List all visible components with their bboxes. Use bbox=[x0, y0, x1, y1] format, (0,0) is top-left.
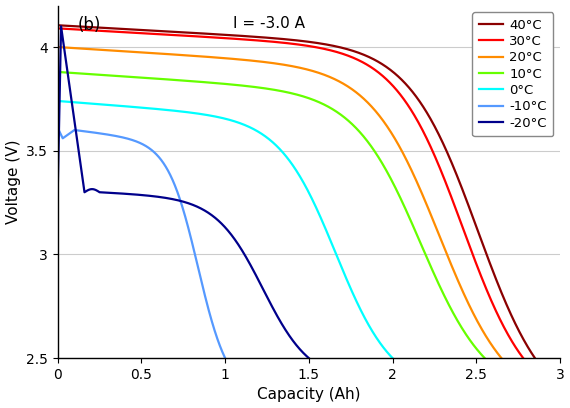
20°C bbox=[437, 234, 443, 239]
0°C bbox=[54, 98, 61, 103]
-20°C bbox=[54, 190, 61, 195]
30°C bbox=[408, 107, 414, 112]
0°C bbox=[258, 131, 264, 136]
10°C bbox=[80, 71, 87, 76]
-10°C bbox=[108, 133, 115, 138]
Text: I = -3.0 A: I = -3.0 A bbox=[233, 16, 305, 31]
Line: -10°C: -10°C bbox=[58, 128, 225, 358]
-10°C bbox=[204, 302, 211, 307]
-20°C bbox=[303, 354, 310, 359]
30°C bbox=[520, 356, 527, 361]
X-axis label: Capacity (Ah): Capacity (Ah) bbox=[257, 388, 361, 402]
-10°C bbox=[154, 153, 161, 158]
Line: 0°C: 0°C bbox=[58, 101, 393, 358]
-20°C bbox=[272, 311, 279, 316]
20°C bbox=[391, 135, 398, 140]
10°C bbox=[378, 160, 385, 165]
30°C bbox=[455, 214, 462, 219]
-20°C bbox=[306, 356, 312, 361]
-20°C bbox=[245, 258, 251, 263]
20°C bbox=[82, 47, 88, 51]
Line: 30°C: 30°C bbox=[58, 29, 523, 358]
10°C bbox=[326, 105, 333, 110]
40°C bbox=[54, 23, 61, 28]
0°C bbox=[389, 356, 396, 361]
30°C bbox=[351, 56, 358, 61]
-10°C bbox=[54, 126, 61, 131]
40°C bbox=[344, 47, 351, 52]
0°C bbox=[249, 126, 255, 131]
40°C bbox=[532, 356, 539, 361]
-20°C bbox=[163, 195, 170, 200]
0°C bbox=[268, 138, 275, 143]
Line: -20°C: -20°C bbox=[58, 26, 309, 358]
30°C bbox=[325, 47, 332, 52]
Legend: 40°C, 30°C, 20°C, 10°C, 0°C, -10°C, -20°C: 40°C, 30°C, 20°C, 10°C, 0°C, -10°C, -20°… bbox=[473, 12, 553, 136]
40°C bbox=[331, 44, 338, 49]
-10°C bbox=[222, 356, 229, 361]
10°C bbox=[54, 69, 61, 74]
0°C bbox=[308, 196, 315, 201]
Y-axis label: Voltage (V): Voltage (V) bbox=[6, 140, 21, 224]
10°C bbox=[302, 95, 309, 100]
30°C bbox=[54, 26, 61, 31]
-20°C bbox=[58, 24, 64, 29]
40°C bbox=[84, 24, 91, 29]
10°C bbox=[314, 99, 320, 104]
Line: 10°C: 10°C bbox=[58, 72, 484, 358]
10°C bbox=[481, 356, 488, 361]
0°C bbox=[75, 100, 82, 105]
20°C bbox=[312, 69, 319, 74]
-10°C bbox=[99, 131, 106, 136]
20°C bbox=[324, 73, 331, 78]
-20°C bbox=[119, 191, 126, 196]
20°C bbox=[337, 80, 344, 84]
40°C bbox=[359, 51, 365, 56]
-20°C bbox=[108, 191, 115, 195]
-10°C bbox=[166, 171, 173, 176]
30°C bbox=[83, 28, 89, 33]
10°C bbox=[422, 252, 429, 257]
-10°C bbox=[75, 128, 82, 133]
Text: (b): (b) bbox=[78, 16, 101, 34]
Line: 20°C: 20°C bbox=[58, 47, 502, 358]
Line: 40°C: 40°C bbox=[58, 25, 535, 358]
40°C bbox=[416, 99, 423, 104]
20°C bbox=[498, 356, 505, 361]
0°C bbox=[343, 275, 349, 280]
20°C bbox=[54, 44, 61, 49]
30°C bbox=[337, 51, 344, 55]
40°C bbox=[465, 204, 472, 208]
